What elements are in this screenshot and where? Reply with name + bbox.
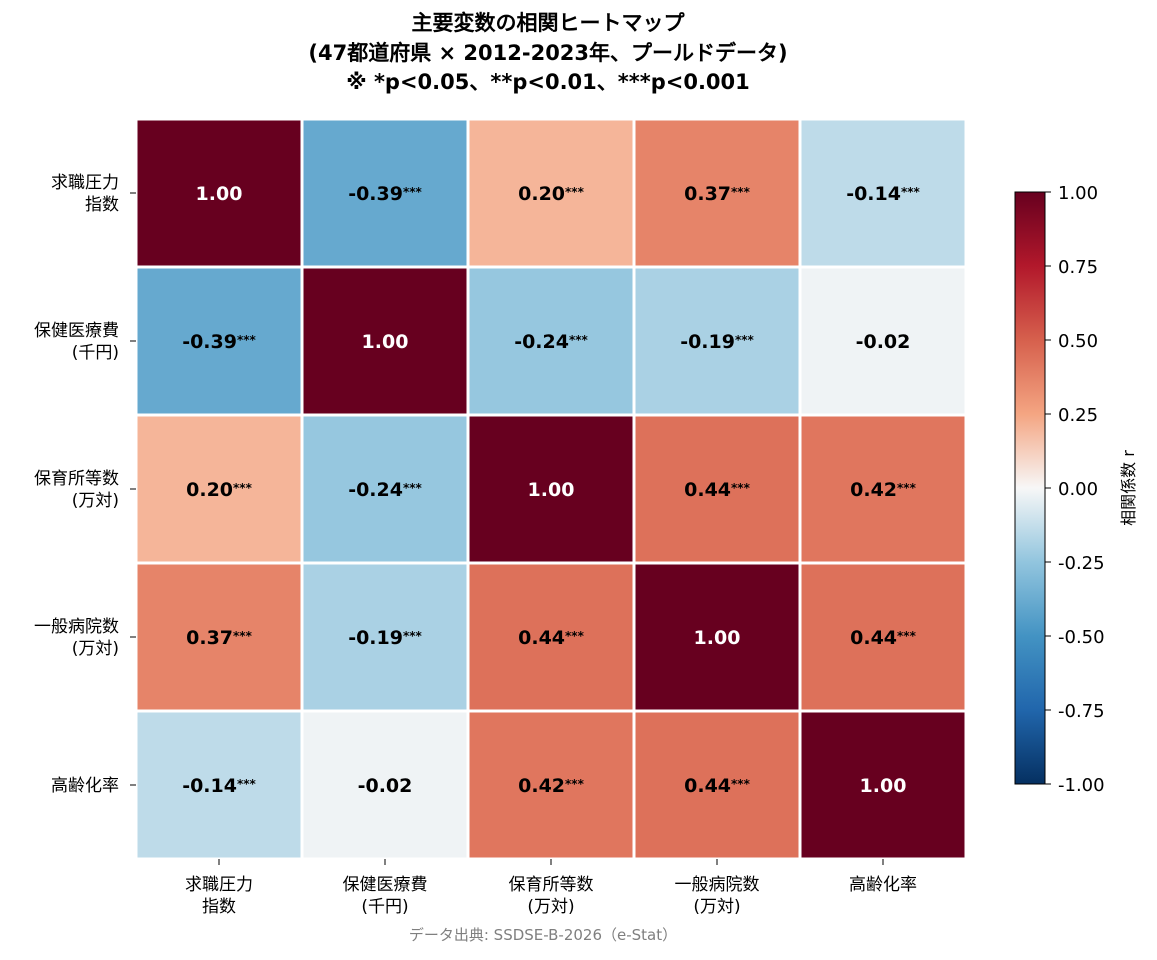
y-tick-label: 一般病院数(万対) xyxy=(34,617,119,659)
colorbar: 1.00 0.75 0.50 0.25 0.00 -0.25 -0.50 -0.75 -1.00… xyxy=(1014,183,1138,796)
heatmap-cell-2-3 xyxy=(632,413,802,565)
colorbar-gradient xyxy=(1014,191,1046,785)
heatmap-cell-4-2 xyxy=(466,709,636,861)
x-tick-label: 求職圧力指数 xyxy=(185,875,253,917)
heatmap-cell-2-2 xyxy=(466,413,636,565)
heatmap-cell-2-4 xyxy=(798,413,968,565)
heatmap-cell-1-4 xyxy=(798,265,968,417)
y-tick-label: 求職圧力指数 xyxy=(51,173,119,215)
title-line-1: 主要変数の相関ヒートマップ xyxy=(412,11,686,35)
colorbar-tick-label: 1.00 xyxy=(1058,183,1098,204)
y-tick-label: 保健医療費(千円) xyxy=(34,321,119,363)
colorbar-tick-label: 0.25 xyxy=(1058,405,1098,426)
cell-value-label: 1.00 xyxy=(860,775,907,797)
heatmap-cell-3-2 xyxy=(466,561,636,713)
x-tick-label: 保育所等数(万対) xyxy=(509,875,594,917)
heatmap-cell-0-2 xyxy=(466,117,636,269)
colorbar-tick-label: -0.75 xyxy=(1058,701,1105,722)
heatmap-cell-3-0 xyxy=(134,561,304,713)
heatmap-cell-0-1 xyxy=(300,117,470,269)
x-tick-label: 高齢化率 xyxy=(849,875,917,895)
data-source-note: データ出典: SSDSE-B-2026（e-Stat） xyxy=(409,926,677,944)
x-tick-label: 保健医療費(千円) xyxy=(343,875,428,917)
heatmap-cell-0-0 xyxy=(134,117,304,269)
cell-value-label: 1.00 xyxy=(196,183,243,205)
cell-value-label: -0.02 xyxy=(358,775,413,797)
heatmap-cell-0-4 xyxy=(798,117,968,269)
heatmap-cell-1-0 xyxy=(134,265,304,417)
colorbar-tick-label: -0.50 xyxy=(1058,627,1105,648)
colorbar-label: 相関係数 r xyxy=(1119,450,1138,526)
title-line-3: ※ *p<0.05、**p<0.01、***p<0.001 xyxy=(346,70,750,94)
cell-value-label: 1.00 xyxy=(362,331,409,353)
colorbar-tick-label: 0.00 xyxy=(1058,479,1098,500)
heatmap-cell-3-3 xyxy=(632,561,802,713)
colorbar-tick-label: 0.50 xyxy=(1058,331,1098,352)
heatmap-cell-1-3 xyxy=(632,265,802,417)
heatmap-cells: 1.00 -0.39*** 0.20*** 0.37*** -0.14***-0.39*… xyxy=(134,117,968,861)
chart-title: 主要変数の相関ヒートマップ (47都道府県 × 2012-2023年、プールドデー… xyxy=(308,11,787,94)
colorbar-tick-label: -1.00 xyxy=(1058,775,1105,796)
cell-value-label: 1.00 xyxy=(528,479,575,501)
x-axis-labels: 求職圧力指数 保健医療費(千円) 保育所等数(万対) 一般病院数(万対) 高齢化率 xyxy=(185,859,917,917)
x-tick-label: 一般病院数(万対) xyxy=(675,875,760,917)
colorbar-tick-label: -0.25 xyxy=(1058,553,1105,574)
colorbar-tick-label: 0.75 xyxy=(1058,257,1098,278)
title-line-2: (47都道府県 × 2012-2023年、プールドデータ) xyxy=(308,41,787,65)
y-tick-label: 高齢化率 xyxy=(51,776,119,796)
heatmap-cell-3-4 xyxy=(798,561,968,713)
y-tick-label: 保育所等数(万対) xyxy=(34,469,119,511)
heatmap-cell-3-1 xyxy=(300,561,470,713)
cell-value-label: -0.02 xyxy=(856,331,911,353)
heatmap-cell-2-1 xyxy=(300,413,470,565)
cell-value-label: 1.00 xyxy=(694,627,741,649)
